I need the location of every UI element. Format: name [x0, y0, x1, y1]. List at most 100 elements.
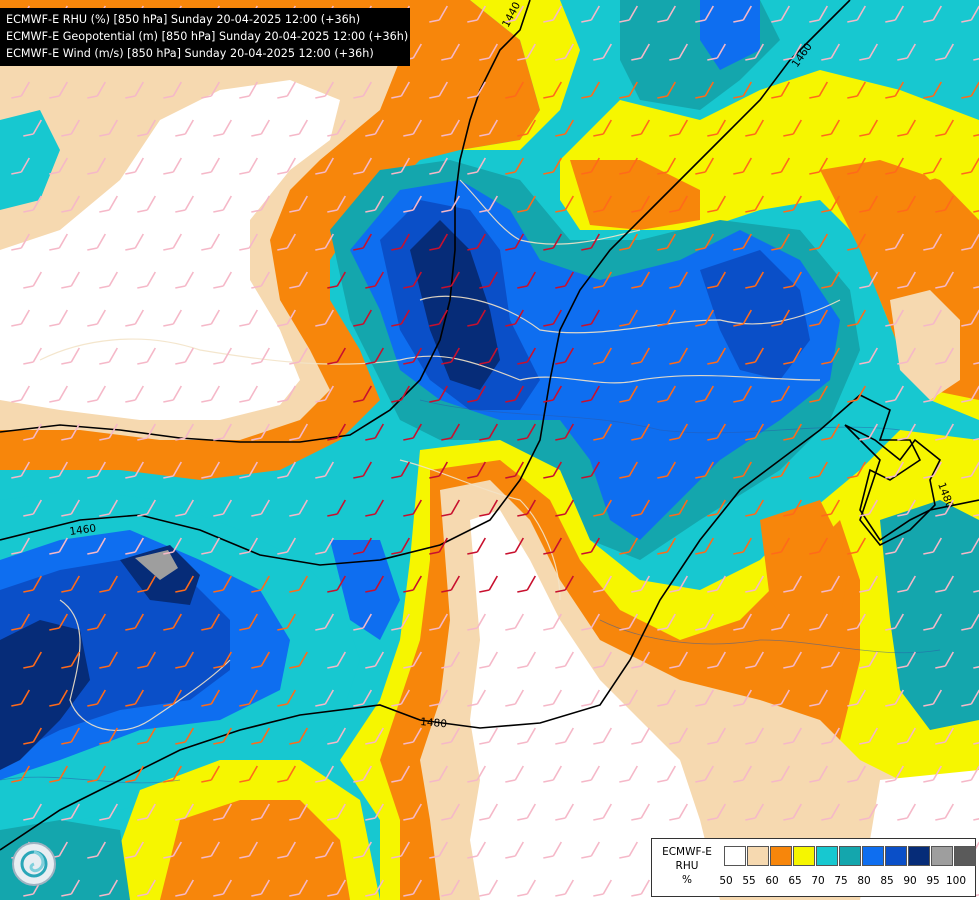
- wind-barb: [733, 5, 753, 23]
- wind-barb: [467, 81, 487, 99]
- wind-barb: [657, 689, 677, 707]
- wind-barb: [593, 879, 613, 897]
- wind-barb: [99, 423, 119, 441]
- wind-barb: [581, 689, 601, 707]
- wind-barb: [125, 81, 145, 99]
- wind-barb: [403, 423, 423, 441]
- wind-barb: [441, 271, 461, 289]
- wind-barb: [657, 233, 677, 251]
- wind-barb: [695, 385, 715, 403]
- wind-barb: [441, 727, 461, 745]
- wind-barb: [847, 5, 867, 23]
- wind-barb: [429, 537, 449, 555]
- wind-barb: [391, 81, 411, 99]
- rhu-band-85-east: [700, 250, 810, 380]
- legend-swatch: [770, 846, 792, 866]
- wind-barb: [175, 879, 195, 897]
- wind-barb: [479, 879, 499, 897]
- wind-barb: [923, 157, 943, 175]
- wind-barb: [391, 309, 411, 327]
- wind-barb: [581, 309, 601, 327]
- wind-barb: [289, 651, 309, 669]
- wind-barb: [505, 537, 525, 555]
- wind-barb: [581, 81, 601, 99]
- wind-barb: [213, 575, 233, 593]
- rhu-band-60-ne: [570, 160, 700, 230]
- wind-barb: [555, 803, 575, 821]
- wind-barb: [353, 461, 373, 479]
- wind-barb: [897, 803, 917, 821]
- wind-barb: [11, 157, 31, 175]
- wind-barb: [429, 5, 449, 23]
- wind-barb: [479, 347, 499, 365]
- legend-tick-label: 55: [742, 875, 756, 887]
- legend-swatch: [747, 846, 769, 866]
- wind-barb: [859, 423, 879, 441]
- wind-barb: [935, 119, 955, 137]
- wind-barb: [277, 233, 297, 251]
- wind-barb: [961, 309, 979, 327]
- geopotential-contours: [0, 0, 979, 851]
- wind-barb: [87, 233, 107, 251]
- wind-barb: [429, 841, 449, 859]
- wind-barb: [631, 575, 651, 593]
- wind-barb: [973, 742, 979, 745]
- wind-barb: [289, 879, 309, 897]
- wind-barb: [49, 385, 69, 403]
- wind-barb: [99, 119, 119, 137]
- wind-barb: [87, 689, 107, 707]
- wind-barb: [923, 233, 943, 251]
- wind-barb: [555, 195, 575, 213]
- wind-barb: [365, 727, 385, 745]
- wind-barb: [251, 271, 271, 289]
- wind-barb: [821, 347, 841, 365]
- legend-swatch: [885, 846, 907, 866]
- wind-barb: [771, 5, 791, 23]
- wind-barb: [87, 537, 107, 555]
- wind-barb: [289, 499, 309, 517]
- wind-barb: [859, 803, 879, 821]
- wind-barb: [315, 461, 335, 479]
- wind-barb: [125, 309, 145, 327]
- wind-barb: [543, 461, 563, 479]
- wind-barb: [581, 765, 601, 783]
- wind-barb: [859, 347, 879, 365]
- wind-barb: [745, 575, 765, 593]
- wind-barb: [315, 385, 335, 403]
- wind-barb: [973, 818, 979, 821]
- wind-barb: [365, 803, 385, 821]
- wind-barb: [631, 119, 651, 137]
- wind-barb: [391, 233, 411, 251]
- legend-swatch: [908, 846, 930, 866]
- legend-title-unit: %: [682, 874, 692, 886]
- wind-barb: [657, 385, 677, 403]
- wind-barb: [467, 689, 487, 707]
- wind-barb: [505, 461, 525, 479]
- legend-title-variable: RHU: [675, 860, 699, 872]
- wind-barb: [555, 423, 575, 441]
- legend-swatch: [816, 846, 838, 866]
- rhu-band-65-ne: [560, 70, 979, 420]
- wind-barb: [745, 803, 765, 821]
- wind-barb: [923, 689, 943, 707]
- wind-barb: [707, 727, 727, 745]
- wind-barb: [163, 537, 183, 555]
- wind-barb: [251, 347, 271, 365]
- rhu-band-50-south: [470, 510, 720, 900]
- wind-barb: [353, 537, 373, 555]
- wind-barb: [695, 5, 715, 23]
- wind-barb: [745, 119, 765, 137]
- wind-barb: [771, 689, 791, 707]
- wind-barb: [137, 727, 157, 745]
- wind-barb: [935, 347, 955, 365]
- wind-barb: [365, 879, 385, 897]
- wind-barb: [137, 651, 157, 669]
- wind-barb: [631, 271, 651, 289]
- wind-barb: [961, 765, 979, 783]
- wind-barb: [771, 385, 791, 403]
- wind-barb: [821, 423, 841, 441]
- wind-barb: [593, 195, 613, 213]
- wind-barb: [885, 689, 905, 707]
- wind-barb: [175, 727, 195, 745]
- wind-barb: [213, 271, 233, 289]
